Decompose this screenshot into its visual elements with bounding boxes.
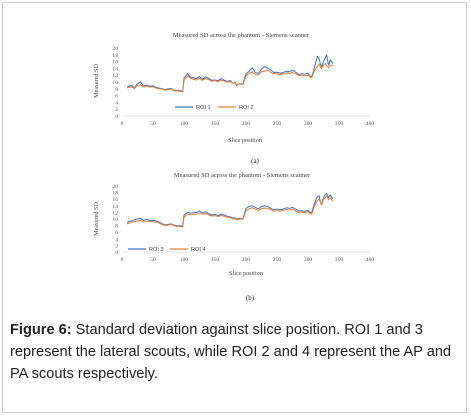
chart-b: Measured SD across the phantom - Siemens… [93,172,374,302]
series-line-roi4 [126,195,334,228]
chart-b-legend: ROI 3 ROI 4 [128,247,206,253]
y-tick-label: 0 [115,114,118,120]
x-tick-label: 300 [304,121,313,127]
caption-label: Figure 6: [10,322,72,338]
y-tick-label: 0 [115,250,118,256]
y-tick-label: 2 [115,243,118,249]
y-tick-label: 12 [112,73,118,79]
x-tick-label: 150 [211,121,220,127]
y-tick-label: 8 [115,87,118,93]
y-tick-label: 20 [112,46,118,52]
y-tick-label: 18 [112,53,118,59]
y-tick-label: 12 [112,210,118,216]
x-tick-label: 50 [150,121,156,127]
x-tick-label: 400 [366,257,375,263]
y-tick-label: 2 [115,107,118,113]
legend-roi3-label: ROI 3 [149,247,164,253]
figure-caption: Figure 6: Standard deviation against sli… [10,319,462,385]
x-tick-label: 350 [335,257,344,263]
y-tick-label: 16 [112,60,118,66]
y-tick-label: 14 [112,66,118,72]
x-tick-label: 350 [335,121,344,127]
chart-b-ylabel: Measured SD [93,202,100,236]
chart-a-xlabel: Slice position [228,137,262,144]
x-tick-label: 200 [242,121,251,127]
x-tick-label: 250 [273,121,282,127]
series-line-roi2 [126,63,333,93]
x-tick-label: 250 [273,257,282,263]
x-tick-label: 400 [366,121,375,127]
x-tick-label: 0 [121,121,124,127]
caption-text: Standard deviation against slice positio… [10,322,452,382]
chart-b-title: Measured SD across the phantom - Siemens… [174,172,311,179]
legend-roi2-label: ROI 2 [239,105,254,111]
y-tick-label: 6 [115,230,118,236]
chart-a-ylabel: Measured SD [93,64,100,98]
chart-b-panel-tag: (b) [246,294,255,302]
y-tick-label: 8 [115,224,118,230]
legend-roi4-label: ROI 4 [191,247,206,253]
y-tick-label: 10 [112,217,118,223]
chart-a-panel-tag: (a) [251,157,259,165]
x-tick-label: 150 [211,257,220,263]
chart-a-legend: ROI 1 ROI 2 [175,105,254,111]
y-tick-label: 14 [112,204,118,210]
y-tick-label: 10 [112,80,118,86]
y-tick-label: 4 [115,100,118,106]
chart-b-xlabel: Slice position [229,270,263,277]
x-tick-label: 0 [121,257,124,263]
chart-a-title: Measured SD across the phantom - Siemens… [173,32,310,39]
x-tick-label: 200 [242,257,251,263]
x-tick-label: 50 [150,257,156,263]
y-tick-label: 16 [112,197,118,203]
x-tick-label: 100 [180,121,189,127]
series-line-roi3 [126,192,334,227]
x-tick-label: 300 [304,257,313,263]
y-tick-label: 4 [115,237,118,243]
y-tick-label: 6 [115,94,118,100]
series-line-roi1 [126,54,334,92]
chart-a: Measured SD across the phantom - Siemens… [93,32,374,165]
y-tick-label: 20 [112,184,118,190]
legend-roi1-label: ROI 1 [196,105,211,111]
y-tick-label: 18 [112,191,118,197]
figure-frame [2,2,467,413]
x-tick-label: 100 [180,257,189,263]
